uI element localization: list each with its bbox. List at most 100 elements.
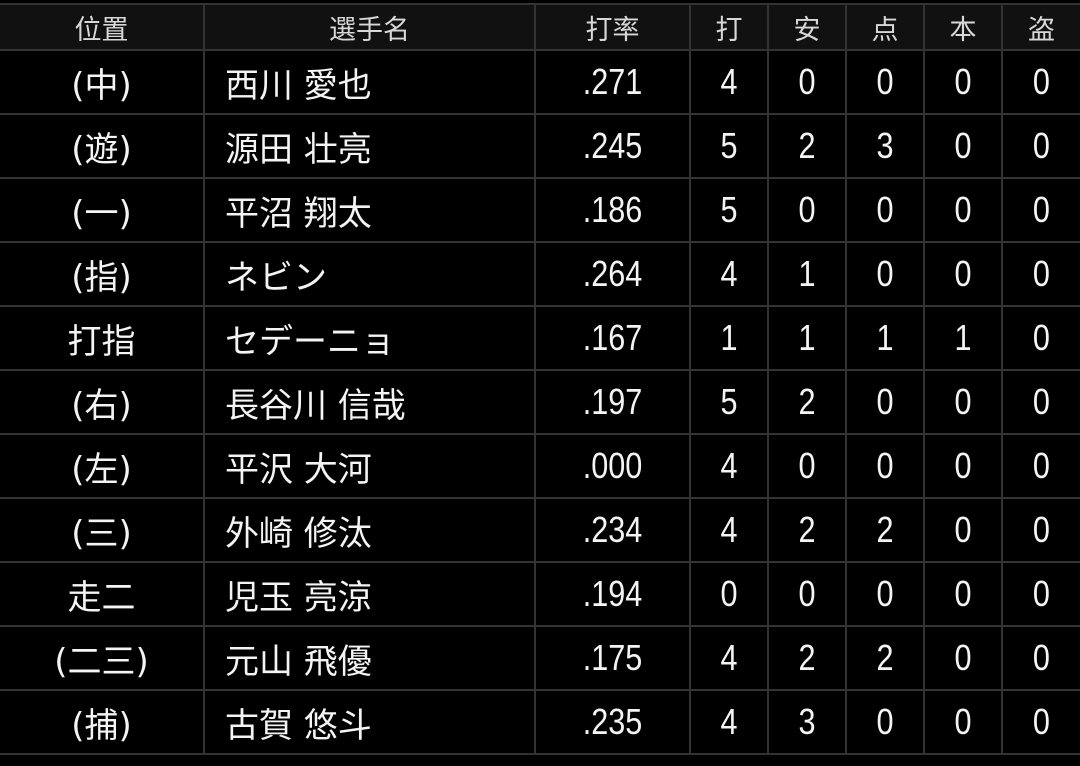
cell-stolen-bases: 0 (1006, 561, 1075, 627)
cell-player-name: 源田 壮亮 (203, 113, 536, 179)
cell-hits: 0 (772, 433, 841, 499)
cell-hits: 0 (772, 561, 841, 627)
cell-hits: 2 (772, 625, 841, 691)
cell-position: (一) (0, 177, 205, 243)
cell-stolen-bases: 0 (1006, 241, 1075, 307)
cell-home-runs: 0 (928, 113, 997, 179)
cell-stolen-bases: 0 (1006, 177, 1075, 243)
cell-home-runs: 0 (928, 177, 997, 243)
cell-home-runs: 0 (928, 369, 997, 435)
cell-player-name: 平沢 大河 (203, 433, 536, 499)
table-row: 打指 セデーニョ .167 1 1 1 1 0 (0, 305, 1080, 371)
cell-at-bats: 5 (694, 177, 763, 243)
cell-batting-average: .235 (545, 689, 680, 755)
cell-home-runs: 0 (928, 241, 997, 307)
cell-batting-average: .167 (545, 305, 680, 371)
cell-stolen-bases: 0 (1006, 305, 1075, 371)
cell-position: (捕) (0, 689, 205, 755)
cell-stolen-bases: 0 (1006, 625, 1075, 691)
cell-rbi: 0 (850, 177, 919, 243)
cell-hits: 2 (772, 497, 841, 563)
cell-at-bats: 0 (694, 561, 763, 627)
cell-position: (右) (0, 369, 205, 435)
cell-position: (左) (0, 433, 205, 499)
batting-stats-table: 位置 選手名 打率打安点本盗 (中) 西川 愛也 .271 4 0 0 0 0 (遊) 源田 壮亮 .2… (0, 3, 1080, 755)
cell-at-bats: 5 (694, 369, 763, 435)
cell-stolen-bases: 0 (1006, 433, 1075, 499)
table-row: 走二 児玉 亮涼 .194 0 0 0 0 0 (0, 561, 1080, 627)
header-hits: 安 (767, 3, 847, 51)
table-row: (二三) 元山 飛優 .175 4 2 2 0 0 (0, 625, 1080, 691)
cell-rbi: 0 (850, 241, 919, 307)
cell-position: (指) (0, 241, 205, 307)
cell-home-runs: 0 (928, 689, 997, 755)
cell-batting-average: .000 (545, 433, 680, 499)
cell-rbi: 2 (850, 625, 919, 691)
cell-rbi: 0 (850, 433, 919, 499)
table-row: (指) ネビン .264 4 1 0 0 0 (0, 241, 1080, 307)
cell-at-bats: 4 (694, 625, 763, 691)
cell-rbi: 3 (850, 113, 919, 179)
cell-player-name: 古賀 悠斗 (203, 689, 536, 755)
cell-batting-average: .197 (545, 369, 680, 435)
header-home-runs: 本 (923, 3, 1003, 51)
table-row: (左) 平沢 大河 .000 4 0 0 0 0 (0, 433, 1080, 499)
cell-player-name: 元山 飛優 (203, 625, 536, 691)
table-row: (捕) 古賀 悠斗 .235 4 3 0 0 0 (0, 689, 1080, 755)
cell-rbi: 2 (850, 497, 919, 563)
header-rbi: 点 (845, 3, 925, 51)
cell-rbi: 1 (850, 305, 919, 371)
cell-player-name: 児玉 亮涼 (203, 561, 536, 627)
header-row: 位置 選手名 打率打安点本盗 (0, 3, 1080, 51)
cell-rbi: 0 (850, 689, 919, 755)
cell-batting-average: .271 (545, 49, 680, 115)
cell-home-runs: 0 (928, 49, 997, 115)
cell-rbi: 0 (850, 561, 919, 627)
cell-at-bats: 4 (694, 689, 763, 755)
cell-stolen-bases: 0 (1006, 369, 1075, 435)
cell-player-name: 西川 愛也 (203, 49, 536, 115)
cell-hits: 0 (772, 49, 841, 115)
table-row: (一) 平沼 翔太 .186 5 0 0 0 0 (0, 177, 1080, 243)
cell-batting-average: .186 (545, 177, 680, 243)
cell-hits: 2 (772, 113, 841, 179)
cell-rbi: 0 (850, 369, 919, 435)
cell-batting-average: .175 (545, 625, 680, 691)
cell-hits: 1 (772, 305, 841, 371)
cell-position: 走二 (0, 561, 205, 627)
cell-batting-average: .234 (545, 497, 680, 563)
header-stolen-bases: 盗 (1001, 3, 1080, 51)
header-at-bats: 打 (689, 3, 769, 51)
cell-position: (遊) (0, 113, 205, 179)
table-row: (三) 外崎 修汰 .234 4 2 2 0 0 (0, 497, 1080, 563)
header-position: 位置 (0, 3, 205, 51)
cell-player-name: 平沼 翔太 (203, 177, 536, 243)
table-row: (中) 西川 愛也 .271 4 0 0 0 0 (0, 49, 1080, 115)
header-batting-average: 打率 (534, 3, 691, 51)
cell-stolen-bases: 0 (1006, 49, 1075, 115)
cell-home-runs: 0 (928, 497, 997, 563)
cell-hits: 3 (772, 689, 841, 755)
cell-hits: 0 (772, 177, 841, 243)
cell-home-runs: 0 (928, 625, 997, 691)
cell-hits: 2 (772, 369, 841, 435)
cell-at-bats: 4 (694, 241, 763, 307)
cell-player-name: ネビン (203, 241, 536, 307)
cell-at-bats: 4 (694, 433, 763, 499)
cell-position: (二三) (0, 625, 205, 691)
cell-player-name: セデーニョ (203, 305, 536, 371)
cell-home-runs: 0 (928, 561, 997, 627)
cell-stolen-bases: 0 (1006, 689, 1075, 755)
cell-at-bats: 5 (694, 113, 763, 179)
cell-batting-average: .264 (545, 241, 680, 307)
table-row: (右) 長谷川 信哉 .197 5 2 0 0 0 (0, 369, 1080, 435)
cell-at-bats: 1 (694, 305, 763, 371)
cell-position: (中) (0, 49, 205, 115)
cell-stolen-bases: 0 (1006, 497, 1075, 563)
header-player-name: 選手名 (203, 3, 536, 51)
cell-at-bats: 4 (694, 497, 763, 563)
cell-home-runs: 1 (928, 305, 997, 371)
cell-hits: 1 (772, 241, 841, 307)
cell-rbi: 0 (850, 49, 919, 115)
cell-batting-average: .194 (545, 561, 680, 627)
